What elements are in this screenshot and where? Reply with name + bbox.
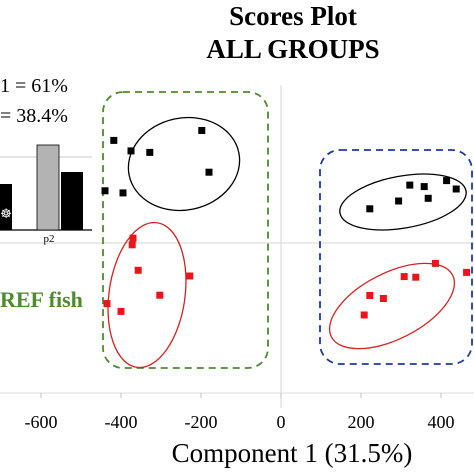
point-red-g1 [129,234,137,242]
blue-group-box [319,149,473,365]
point-black-g0 [198,127,206,134]
point-black-g2 [420,183,428,191]
point-red-g3 [379,295,387,302]
point-black-g2 [406,181,414,189]
point-black-g0 [205,168,213,176]
point-black-g2 [452,185,460,193]
point-black-g2 [395,197,403,205]
point-red-g1 [103,300,111,308]
ellipse-black-ref [127,116,241,212]
green-group-box [102,91,269,369]
point-red-g3 [366,292,374,299]
point-black-g0 [146,148,154,156]
point-black-g0 [110,136,118,144]
chart-title: Scores Plot [229,1,357,31]
x-tick-label: -600 [25,412,58,432]
point-red-g3 [412,273,420,281]
x-tick-label: -400 [105,412,138,432]
stat-line-2: = 38.4% [0,105,68,127]
ellipse-red-right [328,262,456,350]
x-tick-label: 0 [277,412,286,432]
inset-bar-black-p2 [61,172,83,230]
point-black-g0 [127,147,135,155]
point-red-g3 [360,311,368,319]
x-axis-label: Component 1 (31.5%) [172,438,413,468]
x-tick-label: -200 [185,412,218,432]
chart-subtitle: ALL GROUPS [206,34,379,64]
point-black-g0 [101,187,109,195]
point-black-g0 [119,189,127,197]
x-tick-label: 400 [428,412,455,432]
point-black-g2 [366,205,374,213]
inset-category-label-p2: p2 [44,233,55,245]
ref-fish-annotation: REF fish [0,287,83,312]
ellipse-black-right [339,173,467,231]
point-red-g1 [128,241,136,249]
point-black-g2 [424,194,432,202]
x-tick-label: 200 [348,412,375,432]
inset-bar-gray-p2 [36,144,60,231]
point-red-g3 [400,273,408,281]
point-red-g1 [117,307,125,315]
inset-bar-cut-glyph: ☸ [0,207,12,222]
point-red-g3 [431,259,439,267]
point-red-g1 [186,272,194,280]
data-points [101,127,471,319]
ellipse-red-ref [107,221,187,369]
inset-bar-chart: ☸ p2 [0,144,92,245]
point-red-g1 [156,291,164,299]
point-red-g1 [134,266,142,274]
inset-bar-black-left [0,184,12,230]
stat-line-1: 1 = 61% [0,75,68,97]
point-black-g2 [443,177,451,185]
point-red-g3 [463,268,471,276]
